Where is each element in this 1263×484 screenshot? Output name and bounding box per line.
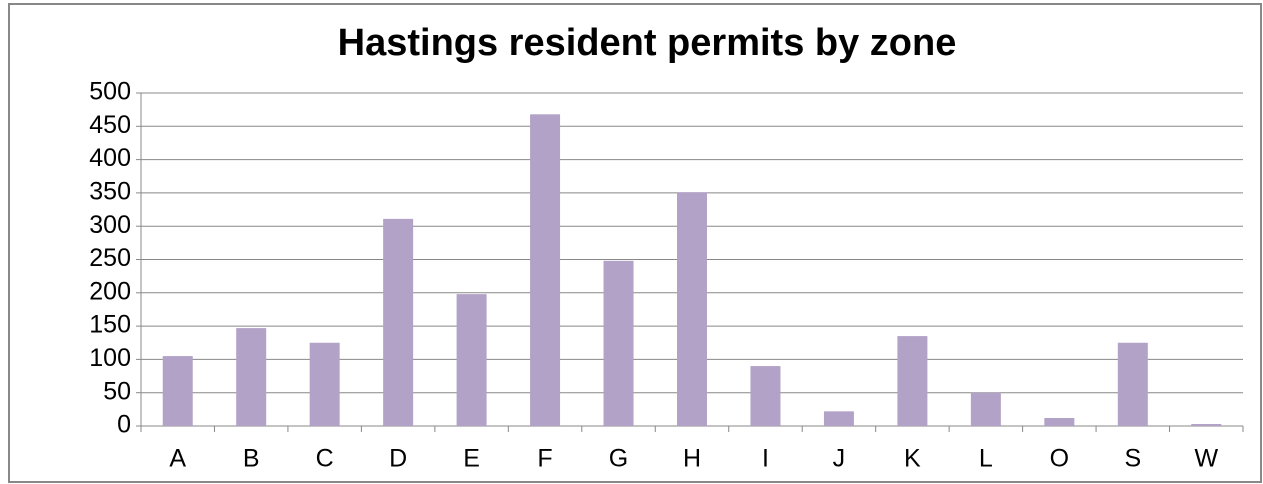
x-tick-label: S: [1124, 445, 1141, 473]
bar: [677, 192, 707, 426]
y-tick-label: 150: [89, 311, 131, 339]
y-tick-label: 50: [103, 377, 131, 405]
x-tick-label: H: [683, 445, 701, 473]
bar: [383, 218, 414, 426]
y-tick-label: 450: [89, 111, 131, 139]
chart-title: Hastings resident permits by zone: [338, 22, 957, 64]
bar: [236, 328, 267, 426]
y-tick-label: 0: [117, 411, 131, 439]
bar: [1117, 342, 1148, 426]
x-tick-label: B: [243, 445, 260, 473]
y-tick-label: 250: [89, 244, 131, 272]
bar: [603, 260, 634, 426]
x-tick-label: C: [316, 445, 334, 473]
y-tick-label: 500: [89, 78, 131, 106]
bar: [1044, 418, 1075, 426]
bar: [750, 366, 781, 426]
x-tick-label: I: [762, 445, 769, 473]
chart-frame: [8, 3, 1262, 483]
bar: [530, 114, 561, 426]
x-tick-label: W: [1194, 445, 1218, 473]
x-tick-label: J: [833, 445, 846, 473]
x-tick-label: O: [1050, 445, 1069, 473]
y-tick-label: 350: [89, 178, 131, 206]
x-tick-label: D: [389, 445, 407, 473]
x-tick-label: E: [463, 445, 480, 473]
bar: [1191, 424, 1222, 426]
bar: [897, 336, 928, 426]
y-tick-label: 100: [89, 344, 131, 372]
bar: [970, 392, 1001, 426]
x-tick-label: G: [609, 445, 628, 473]
bar: [309, 342, 340, 426]
x-tick-label: L: [979, 445, 993, 473]
y-tick-label: 300: [89, 211, 131, 239]
bar: [162, 356, 193, 426]
x-tick-label: A: [169, 445, 186, 473]
x-tick-label: K: [904, 445, 921, 473]
bar: [456, 294, 487, 426]
y-tick-label: 200: [89, 277, 131, 305]
y-tick-label: 400: [89, 144, 131, 172]
bar: [823, 411, 854, 426]
x-tick-label: F: [537, 445, 552, 473]
